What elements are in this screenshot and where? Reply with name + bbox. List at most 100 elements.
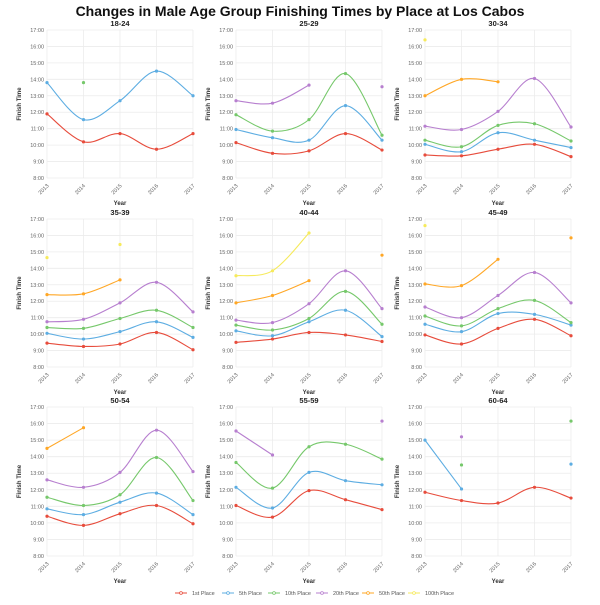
y-tick-label: 17:00: [408, 405, 422, 411]
y-tick-label: 14:00: [219, 266, 233, 272]
y-tick-label: 17:00: [408, 28, 422, 34]
data-point: [496, 307, 500, 311]
y-tick-label: 17:00: [30, 217, 44, 223]
x-tick-label: 2013: [38, 372, 51, 385]
x-tick-label: 2015: [300, 561, 313, 574]
y-axis-label: Finish Time: [206, 464, 212, 498]
data-point: [569, 462, 573, 466]
data-point: [569, 145, 573, 150]
legend-marker: [366, 591, 370, 595]
data-point: [343, 289, 348, 293]
data-point: [307, 279, 311, 283]
data-point: [118, 342, 122, 346]
data-point: [496, 109, 500, 113]
y-tick-label: 11:00: [31, 504, 44, 510]
y-tick-label: 17:00: [219, 405, 233, 411]
data-point: [270, 515, 275, 519]
x-tick-label: 2017: [184, 372, 197, 385]
data-point: [423, 124, 427, 128]
data-point: [270, 136, 275, 140]
data-point: [191, 513, 195, 517]
data-point: [496, 80, 500, 84]
y-tick-label: 15:00: [219, 61, 233, 67]
y-tick-label: 16:00: [30, 44, 44, 50]
y-tick-label: 9:00: [411, 160, 422, 166]
data-point: [423, 305, 427, 309]
y-tick-label: 15:00: [408, 61, 422, 67]
data-point: [154, 280, 159, 284]
data-point: [423, 223, 427, 228]
legend-label: 1st Place: [192, 591, 215, 597]
x-axis-label: Year: [492, 201, 505, 207]
legend: 1st Place 5th Place 10th Place 20th Place 50…: [175, 591, 454, 597]
y-tick-label: 13:00: [408, 471, 422, 477]
data-point: [81, 326, 86, 330]
panel-title: 45-49: [488, 208, 507, 217]
data-point: [234, 323, 238, 327]
y-tick-label: 9:00: [411, 537, 422, 543]
x-tick-label: 2014: [74, 372, 87, 385]
legend-marker: [412, 591, 416, 595]
x-axis-label: Year: [303, 201, 316, 207]
data-point: [569, 236, 573, 240]
data-point: [307, 302, 311, 306]
data-point: [45, 495, 49, 499]
y-tick-label: 8:00: [222, 554, 233, 560]
data-point: [307, 489, 311, 493]
legend-label: 50th Place: [379, 591, 405, 597]
panel-45-49: 45-49 8:00 9:00 10:00 11:00 12:00 13:00 14:00 15…: [395, 208, 575, 396]
data-point: [270, 337, 275, 341]
data-point: [234, 274, 238, 278]
data-point: [234, 329, 238, 333]
data-point: [45, 341, 49, 345]
y-tick-label: 17:00: [219, 217, 233, 223]
data-point: [154, 320, 159, 324]
y-tick-label: 13:00: [219, 471, 233, 477]
y-tick-label: 9:00: [222, 160, 233, 166]
panel-title: 30-34: [488, 19, 508, 28]
legend-marker: [320, 591, 324, 595]
data-point: [459, 487, 464, 491]
data-point: [532, 485, 537, 489]
data-point: [496, 293, 500, 298]
y-tick-label: 10:00: [219, 143, 233, 149]
x-tick-label: 2016: [336, 372, 349, 385]
data-point: [270, 269, 275, 273]
data-point: [496, 326, 500, 330]
x-tick-label: 2014: [74, 561, 87, 574]
y-tick-label: 12:00: [219, 299, 233, 305]
data-point: [459, 150, 464, 154]
data-point: [380, 339, 384, 344]
data-point: [569, 155, 573, 159]
x-tick-label: 2017: [184, 561, 197, 574]
x-tick-label: 2013: [227, 561, 240, 574]
x-tick-label: 2015: [111, 561, 124, 574]
y-tick-label: 17:00: [219, 28, 233, 34]
data-point: [234, 113, 238, 117]
y-tick-label: 9:00: [222, 537, 233, 543]
panel-18-24: 18-24 8:00 9:00 10:00 11:00 12:00 13:00 14:00 15…: [17, 19, 197, 207]
y-tick-label: 13:00: [30, 471, 44, 477]
y-tick-label: 8:00: [411, 176, 422, 182]
y-tick-label: 8:00: [411, 365, 422, 371]
data-point: [154, 330, 159, 335]
series-line-50th-place: [46, 427, 84, 449]
data-point: [307, 138, 311, 142]
y-tick-label: 12:00: [408, 299, 422, 305]
y-axis-label: Finish Time: [206, 276, 212, 310]
y-tick-label: 14:00: [408, 266, 422, 272]
data-point: [45, 478, 49, 482]
data-point: [270, 453, 275, 457]
x-tick-label: 2013: [416, 183, 429, 196]
data-point: [423, 153, 427, 157]
data-point: [270, 321, 275, 325]
y-tick-label: 11:00: [31, 127, 44, 133]
data-point: [343, 104, 348, 108]
panel-60-64: 60-64 8:00 9:00 10:00 11:00 12:00 13:00 14:00 15…: [395, 396, 575, 585]
data-point: [154, 308, 159, 312]
y-tick-label: 16:00: [408, 422, 422, 428]
data-point: [81, 523, 86, 527]
x-tick-label: 2017: [373, 183, 386, 196]
